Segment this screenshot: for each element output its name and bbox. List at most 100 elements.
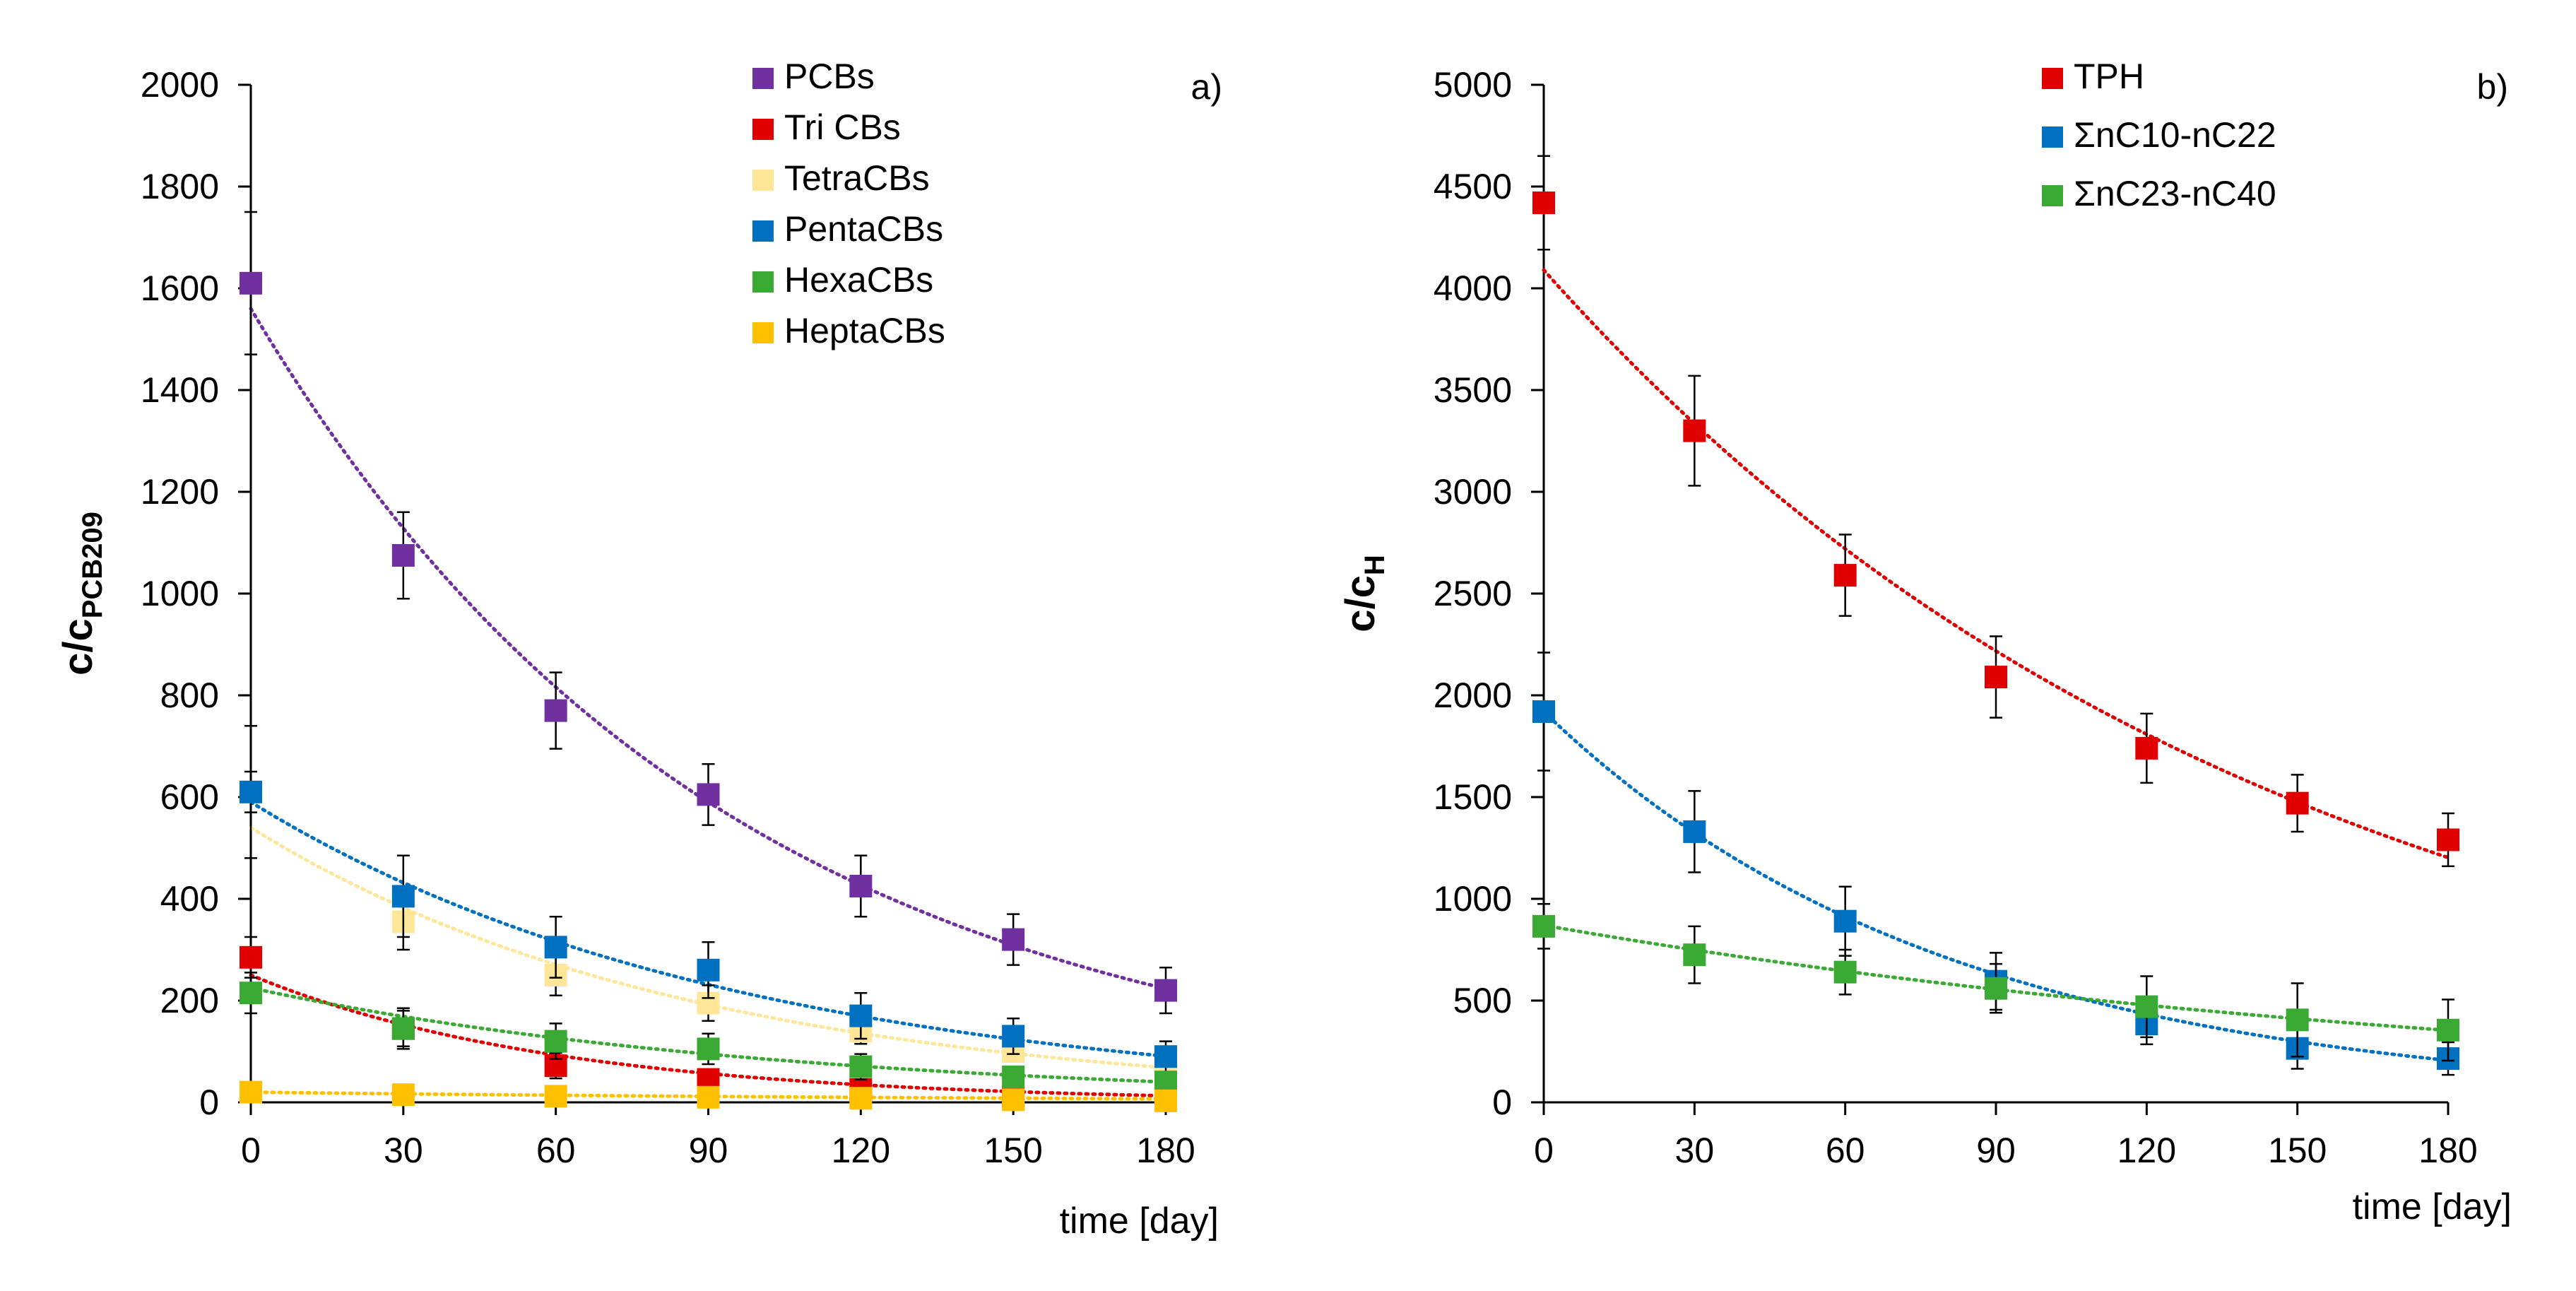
panel-b-legend-nc10-nc22-swatch (2042, 126, 2063, 148)
panel-a-y-tick-label: 2000 (141, 65, 219, 105)
panel-a-series-hexacbs-point (391, 1017, 415, 1040)
panel-a-series-hexacbs-point (1002, 1066, 1025, 1088)
panel-b-y-tick-label: 2500 (1434, 574, 1512, 613)
panel-a-legend-pentacbs-swatch (752, 220, 774, 242)
panel-b-y-tick-label: 3500 (1434, 370, 1512, 410)
panel-a-chart: 0 200 400 600 800 1000 1200 1400 1600 1800 2000 0 30… (55, 57, 1222, 1242)
panel-a-x-tick-label: 0 (241, 1131, 261, 1170)
panel-a-series-pcbs-point (1002, 928, 1025, 951)
panel-b-series-tph-point (1683, 419, 1706, 442)
panel-a-legend-heptacbs-swatch (752, 322, 774, 343)
panel-b-y-tick-label: 3000 (1434, 472, 1512, 512)
panel-a-series-heptacbs-point (697, 1085, 720, 1109)
panel-a-y-axis-label-sub: PCB209 (77, 512, 108, 618)
panel-a-legend-hexacbs-label: HexaCBs (784, 260, 933, 300)
panel-b-x-tick-label: 120 (2117, 1131, 2176, 1170)
panel-b-y-axis-label-main: c/c (1337, 575, 1383, 632)
panel-a-x-tick-label: 180 (1136, 1131, 1195, 1170)
panel-a-label: a) (1191, 67, 1222, 107)
panel-a-y-tick-label: 600 (160, 777, 219, 817)
panel-a-x-tick-label: 150 (983, 1131, 1042, 1170)
panel-a-series-hexacbs-point (240, 981, 262, 1005)
panel-a-series-heptacbs-point (544, 1085, 567, 1108)
panel-b-series-tph-point (2286, 791, 2309, 815)
panel-a-y-axis-label-main: c/c (55, 618, 101, 676)
panel-b-series-tph-point (2437, 828, 2459, 851)
panel-a-series-pcbs-point (544, 699, 567, 722)
panel-a-x-tick-label: 30 (384, 1131, 423, 1170)
panel-b-series-nc10-nc22-point (1833, 909, 1857, 933)
panel-a-series-pcbs-point (391, 544, 415, 567)
panel-b-y-tick-label: 4000 (1434, 269, 1512, 308)
panel-b-y-tick-label: 2000 (1434, 676, 1512, 715)
panel-a-legend-tetracbs-label: TetraCBs (784, 158, 930, 198)
panel-b-x-tick-label: 90 (1976, 1131, 2016, 1170)
panel-b-series-nc10-nc22-point (1683, 820, 1706, 843)
panel-b-x-tick-label: 60 (1826, 1131, 1865, 1170)
panel-a-y-tick-label: 800 (160, 676, 219, 715)
panel-a-series-pcbs-point (849, 875, 873, 897)
panel-b-series-tph-trendline (1542, 268, 2450, 860)
panel-a-y-tick-label: 1400 (141, 370, 219, 410)
panel-a-series-pentacbs-point (849, 1004, 873, 1027)
panel-b-series-tph-point (1833, 564, 1857, 587)
panel-b-label: b) (2477, 67, 2508, 107)
panel-a-series-heptacbs-point (849, 1087, 873, 1110)
panel-a-x-tick-label: 90 (689, 1131, 728, 1170)
panel-a-series-pcbs-point (1154, 979, 1177, 1002)
panel-a-series-pentacbs-point (1154, 1045, 1177, 1068)
panel-b-y-tick-label: 4500 (1434, 167, 1512, 206)
panel-b-x-tick-label: 0 (1534, 1131, 1554, 1170)
panel-a-legend-tri-cbs-label: Tri CBs (784, 107, 901, 147)
panel-a-series-pcbs-trendline (249, 307, 1168, 991)
panel-a-legend-pentacbs-label: PentaCBs (784, 209, 943, 249)
panel-a-x-tick-label: 120 (832, 1131, 890, 1170)
panel-a-series-hexacbs-point (697, 1037, 720, 1061)
panel-b-legend-nc23-nc40-label: ΣnC23-nC40 (2074, 174, 2276, 213)
panel-a-series-heptacbs-point (391, 1083, 415, 1107)
panel-a-x-tick-label: 60 (536, 1131, 576, 1170)
panel-b-y-axis-label-sub: H (1359, 555, 1390, 575)
panel-b-y-tick-label: 1000 (1434, 879, 1512, 919)
panel-a-y-tick-label: 200 (160, 981, 219, 1020)
panel-b-series-nc23-nc40-point (1683, 943, 1706, 967)
panel-a-series-pentacbs-point (240, 780, 262, 803)
panel-a-series-heptacbs-point (240, 1080, 262, 1104)
panel-b-series-tph-point (1985, 666, 2007, 689)
panel-a-y-tick-label: 1200 (141, 472, 219, 512)
panel-a-y-tick-label: 1800 (141, 167, 219, 206)
panel-a-series-pentacbs-point (391, 885, 415, 908)
panel-b-legend-nc23-nc40-swatch (2042, 185, 2063, 206)
panel-a-legend-pcbs-label: PCBs (784, 57, 875, 96)
panel-a-legend-pcbs-swatch (752, 68, 774, 89)
panel-a-y-tick-label: 1000 (141, 574, 219, 613)
panel-b-series-nc23-nc40-point (1985, 977, 2007, 1000)
panel-a-legend-tetracbs-swatch (752, 170, 774, 191)
panel-a-series-pentacbs-point (697, 958, 720, 981)
panel-b-legend-tph-swatch (2042, 68, 2063, 89)
panel-a-y-tick-label: 1600 (141, 269, 219, 308)
panel-b-series-tph-point (1532, 191, 1555, 215)
panel-b-y-tick-label: 0 (1492, 1083, 1512, 1122)
panel-a-legend-heptacbs-label: HeptaCBs (784, 311, 945, 350)
panel-a-series-heptacbs-point (1154, 1089, 1177, 1112)
panel-b-series-nc23-nc40-point (2135, 995, 2158, 1018)
panel-b-y-tick-label: 1500 (1434, 777, 1512, 817)
panel-b-x-tick-label: 30 (1675, 1131, 1715, 1170)
panel-a-x-axis-label: time [day] (1060, 1201, 1219, 1242)
panel-b-series-nc23-nc40-point (1833, 960, 1857, 984)
panel-b-legend-tph-label: TPH (2074, 57, 2144, 96)
panel-b-x-tick-label: 150 (2268, 1131, 2327, 1170)
panel-a-legend-hexacbs-swatch (752, 271, 774, 293)
panel-a-series-pcbs-point (240, 271, 262, 295)
panel-a-y-axis-label: c/cPCB209 (55, 512, 108, 676)
panel-b-y-axis-label: c/cH (1337, 555, 1390, 632)
panel-a-y-tick-label: 0 (199, 1083, 219, 1122)
panel-b-x-tick-label: 180 (2418, 1131, 2477, 1170)
panel-b-series-nc23-nc40-point (1532, 914, 1555, 938)
panel-a-series-heptacbs-point (1002, 1088, 1025, 1112)
panel-a-series-pcbs-point (697, 783, 720, 806)
panel-b-series-nc23-nc40-point (2286, 1008, 2309, 1032)
panel-b-x-axis-label: time [day] (2353, 1186, 2512, 1227)
